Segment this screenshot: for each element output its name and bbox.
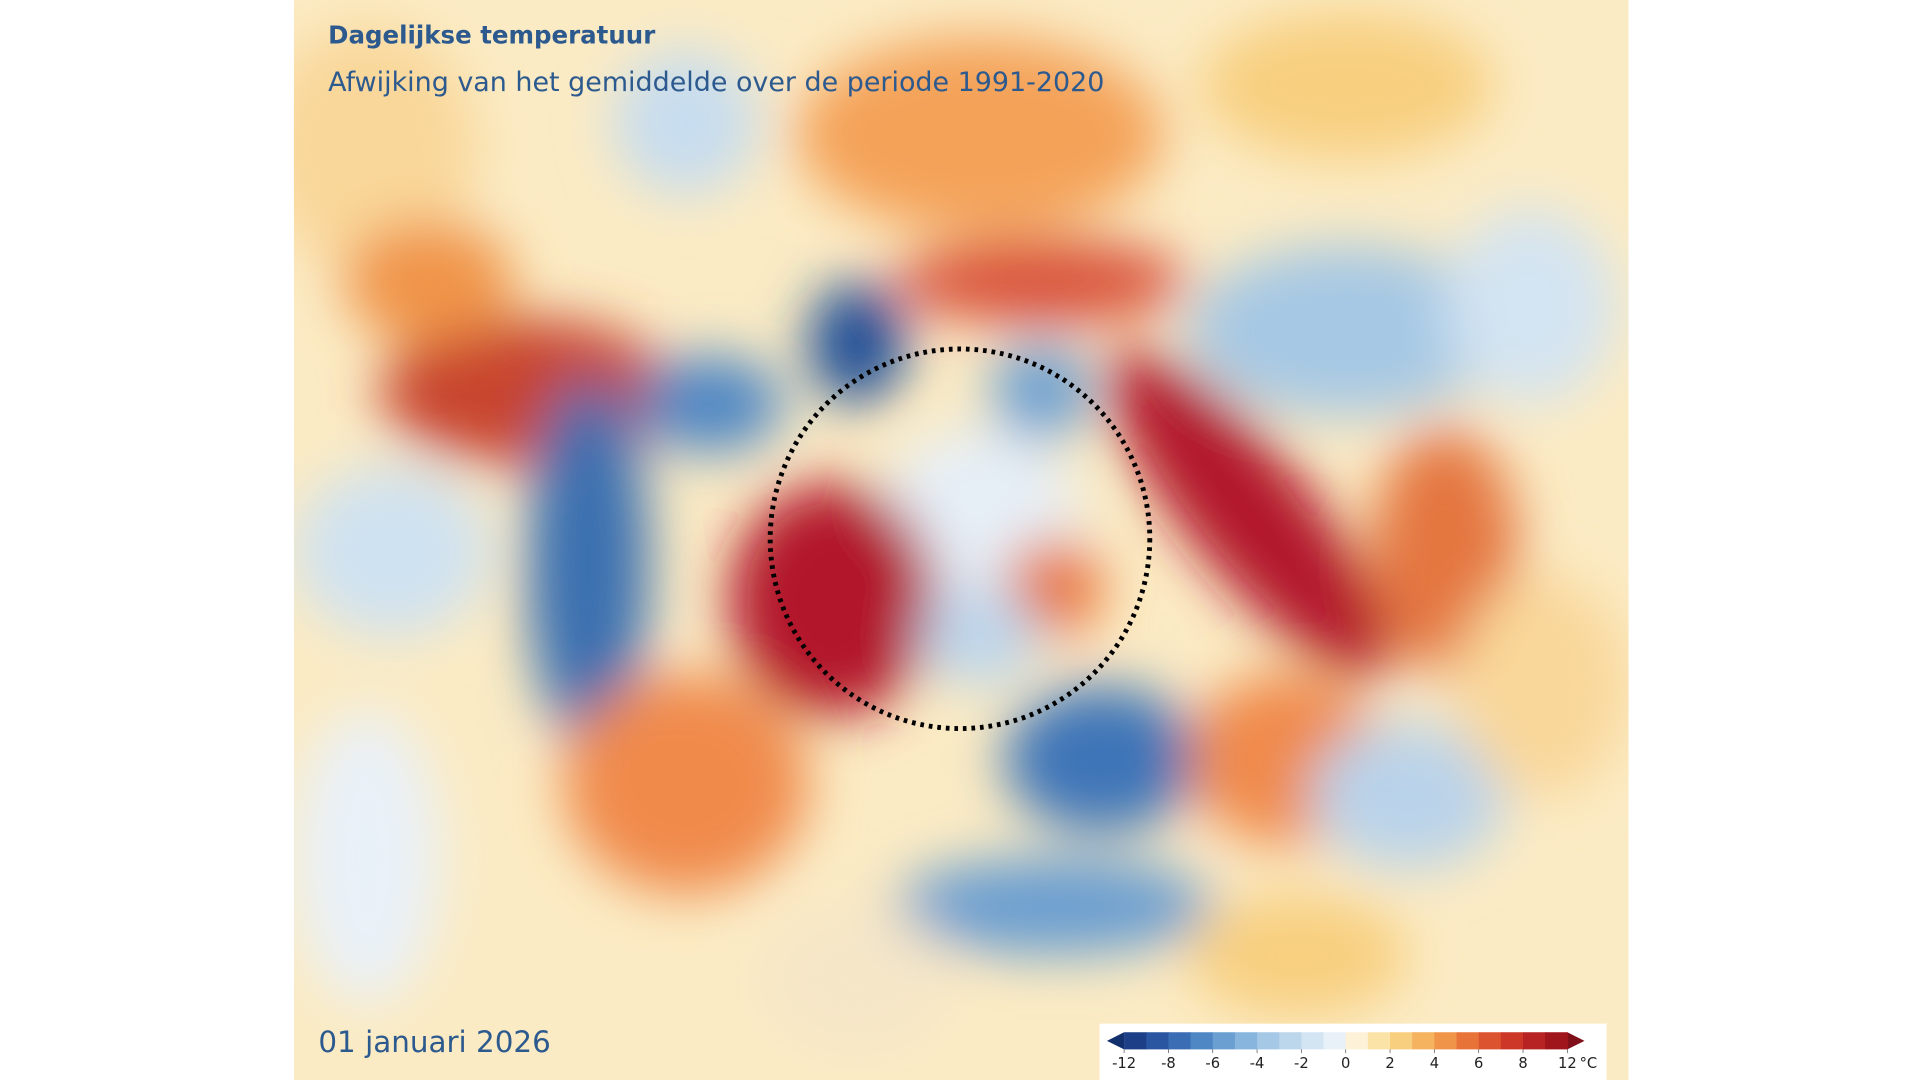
colorbar-tick-label: 8: [1518, 1055, 1527, 1072]
colorbar-segment: [1323, 1032, 1347, 1050]
colorbar-over: [1567, 1032, 1585, 1050]
colorbar-segment: [1523, 1032, 1546, 1050]
colorbar-segment: [1456, 1032, 1480, 1050]
colorbar-tick-label: 2: [1385, 1055, 1394, 1072]
colorbar-tick-label: 0: [1341, 1055, 1350, 1072]
map-date: 01 januari 2026: [318, 1025, 550, 1059]
colorbar-segment: [1390, 1032, 1413, 1050]
map-title: Dagelijkse temperatuur: [328, 21, 655, 50]
colorbar-segment: [1367, 1032, 1391, 1050]
colorbar-segment: [1545, 1032, 1568, 1050]
colorbar: -12 -8 -6 -4 -2 0 2 4 6 8 12 °C: [1106, 1032, 1598, 1072]
colorbar-segment: [1434, 1032, 1458, 1050]
colorbar-under: [1106, 1032, 1125, 1050]
colorbar-segment: [1500, 1032, 1524, 1050]
colorbar-segment: [1234, 1032, 1258, 1050]
colorbar-unit: °C: [1580, 1055, 1598, 1072]
colorbar-segment: [1301, 1032, 1325, 1050]
colorbar-tick-label: -8: [1161, 1055, 1176, 1072]
arctic-circle: [767, 346, 1153, 732]
colorbar-segment: [1478, 1032, 1502, 1050]
colorbar-segment: [1146, 1032, 1170, 1050]
colorbar-segment: [1212, 1032, 1236, 1050]
colorbar-tick-label: -2: [1294, 1055, 1309, 1072]
colorbar-tick-label: 4: [1430, 1055, 1439, 1072]
colorbar-segment: [1190, 1032, 1214, 1050]
colorbar-segment: [1412, 1032, 1435, 1050]
colorbar-tick-label: -6: [1205, 1055, 1220, 1072]
colorbar-tick-label: 6: [1474, 1055, 1483, 1072]
colorbar-tick-label: -12: [1112, 1055, 1136, 1072]
colorbar-segment: [1124, 1032, 1147, 1050]
colorbar-segment: [1257, 1032, 1280, 1050]
colorbar-tick-label: -4: [1250, 1055, 1265, 1072]
colorbar-segment: [1168, 1032, 1192, 1050]
colorbar-segment: [1279, 1032, 1302, 1050]
map-subtitle: Afwijking van het gemiddelde over de per…: [328, 67, 1104, 98]
colorbar-tick-label: 12: [1558, 1055, 1577, 1072]
colorbar-segment: [1345, 1032, 1369, 1050]
anomaly-field: [293, 0, 1629, 1080]
